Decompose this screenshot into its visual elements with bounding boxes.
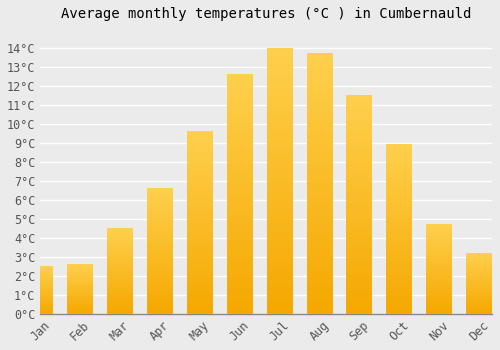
Bar (107, 229, 133, 314)
Bar (466, 253, 492, 314)
Bar (426, 225, 452, 314)
Bar (266, 48, 292, 314)
Bar (28, 266, 54, 314)
Bar (227, 75, 252, 314)
Bar (346, 96, 372, 314)
Bar (187, 132, 213, 314)
Bar (67, 265, 93, 314)
Bar (147, 189, 173, 314)
Bar (386, 145, 412, 314)
Title: Average monthly temperatures (°C ) in Cumbernauld: Average monthly temperatures (°C ) in Cu… (61, 7, 472, 21)
Bar (306, 54, 332, 314)
